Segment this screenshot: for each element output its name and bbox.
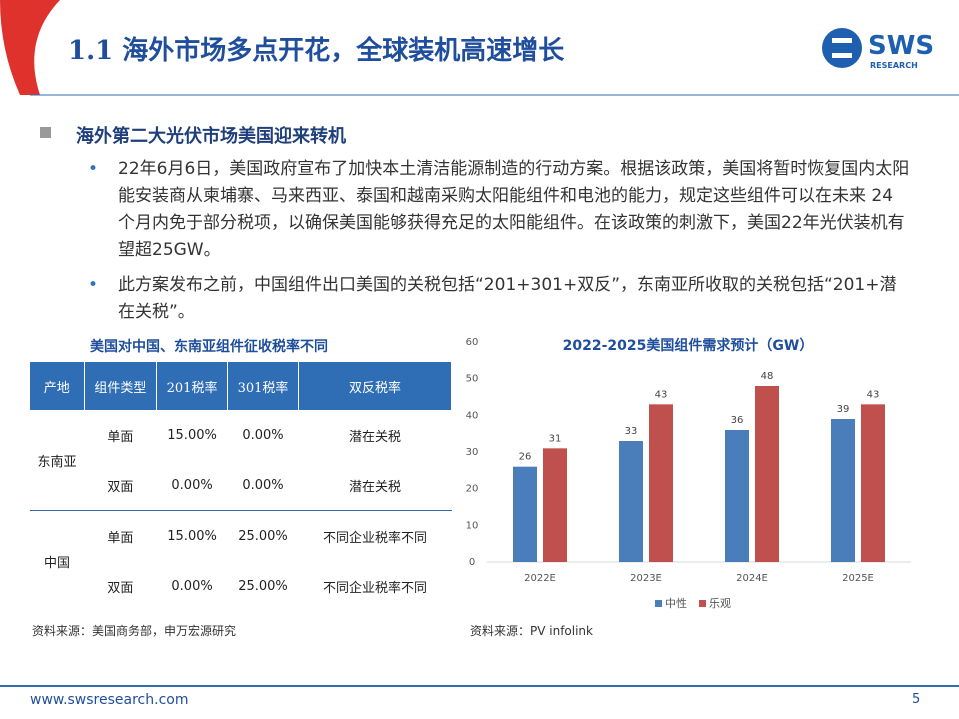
legend-label: 中性 <box>665 596 687 610</box>
x-tick-label: 2024E <box>736 573 768 584</box>
bar <box>649 404 673 562</box>
header-cell: 301税率 <box>227 362 299 410</box>
bar <box>861 404 885 562</box>
header-cell: 双反税率 <box>298 362 452 410</box>
logo-icon <box>822 28 862 68</box>
cell: 潜在关税 <box>298 460 452 511</box>
slide-title: 1.1 海外市场多点开花，全球装机高速增长 <box>68 36 565 66</box>
bullet-text: 此方案发布之前，中国组件出口美国的关税包括“201+301+双反”，东南亚所收取… <box>118 275 897 322</box>
cell: 25.00% <box>238 578 288 594</box>
region-cell: 中国 <box>44 555 71 571</box>
cell: 0.00% <box>242 427 284 443</box>
corner-decor <box>0 0 60 95</box>
cell: 双面 <box>84 460 157 511</box>
bar <box>513 466 537 562</box>
section-heading: 海外第二大光伏市场美国迎来转机 <box>76 126 346 147</box>
cell: 双面 <box>107 580 134 596</box>
bullet: • 此方案发布之前，中国组件出口美国的关税包括“201+301+双反”，东南亚所收… <box>88 275 897 322</box>
header-cell: 组件类型 <box>84 362 158 410</box>
logo-stripe <box>832 53 852 58</box>
table-row: 双面 0.00% 25.00% 不同企业税率不同 <box>30 561 452 611</box>
cell: 潜在关税 <box>348 429 401 445</box>
chart: 2022-2025美国组件需求预计（GW） 0 10 20 30 40 50 60 2022E… <box>466 337 911 610</box>
y-tick-label: 20 <box>466 484 479 495</box>
y-tick-label: 30 <box>466 447 479 458</box>
table-row: 中国 单面 15.00% 25.00% 不同企业税率不同 <box>30 511 452 571</box>
cell: 0.00% <box>227 460 299 511</box>
bullet-text: 22年6月6日，美国政府宣布了加快本土清洁能源制造的行动方案。根据该政策，美国将… <box>118 159 910 260</box>
x-tick-label: 2022E <box>524 573 556 584</box>
legend-swatch <box>655 600 662 607</box>
value-label: 31 <box>549 433 562 444</box>
cell: 不同企业税率不同 <box>322 530 427 546</box>
bullet: • 22年6月6日，美国政府宣布了加快本土清洁能源制造的行动方案。根据该政策，美国… <box>88 159 910 260</box>
chart-source: 资料来源：PV infolink <box>470 624 593 638</box>
chart-title: 2022-2025美国组件需求预计（GW） <box>563 337 814 354</box>
y-tick-label: 50 <box>466 374 479 385</box>
table-header: 产地 组件类型 201税率 301税率 双反税率 <box>30 362 452 410</box>
cell: 0.00% <box>171 578 213 594</box>
bar <box>831 419 855 562</box>
table-source: 资料来源：美国商务部，申万宏源研究 <box>32 624 237 638</box>
cell: 15.00% <box>167 528 217 544</box>
cell: 0.00% <box>156 460 228 511</box>
value-label: 43 <box>655 389 668 400</box>
y-tick-label: 60 <box>466 337 479 348</box>
y-tick-label: 40 <box>466 410 479 421</box>
cell: 单面 <box>107 429 134 445</box>
logo-sub: RESEARCH <box>870 61 918 70</box>
bar <box>619 441 643 562</box>
page-number: 5 <box>912 692 921 707</box>
heading-marker <box>40 127 51 138</box>
bar <box>755 386 779 562</box>
value-label: 33 <box>625 426 638 437</box>
footer-url: www.swsresearch.com <box>30 692 189 708</box>
tariff-table: 产地 组件类型 201税率 301税率 双反税率 东南亚 单面 15.00% 0.0… <box>30 362 452 611</box>
value-label: 39 <box>837 404 850 415</box>
bar <box>543 448 567 562</box>
legend-label: 乐观 <box>709 597 731 610</box>
cell: 不同企业税率不同 <box>322 580 427 596</box>
value-label: 43 <box>867 389 880 400</box>
cell: 单面 <box>107 530 134 546</box>
logo-stripe <box>832 38 852 43</box>
bar <box>725 430 749 562</box>
table-row: 双面 0.00% 0.00% 潜在关税 <box>30 460 452 511</box>
logo-text: SWS <box>868 31 934 61</box>
value-label: 36 <box>731 415 744 426</box>
cell: 25.00% <box>238 528 288 544</box>
table-row: 东南亚 单面 15.00% 0.00% 潜在关税 <box>30 410 452 511</box>
header-cell: 产地 <box>30 362 85 410</box>
y-tick-label: 10 <box>466 520 479 531</box>
x-tick-label: 2025E <box>842 573 874 584</box>
header-cell: 201税率 <box>156 362 229 410</box>
y-tick-label: 0 <box>469 557 475 568</box>
value-label: 48 <box>761 371 774 382</box>
region-cell: 东南亚 <box>30 410 85 511</box>
cell: 15.00% <box>167 427 217 443</box>
x-tick-label: 2023E <box>630 573 662 584</box>
legend-swatch <box>699 600 706 607</box>
value-label: 26 <box>519 452 532 463</box>
table-title: 美国对中国、东南亚组件征收税率不同 <box>90 339 328 355</box>
